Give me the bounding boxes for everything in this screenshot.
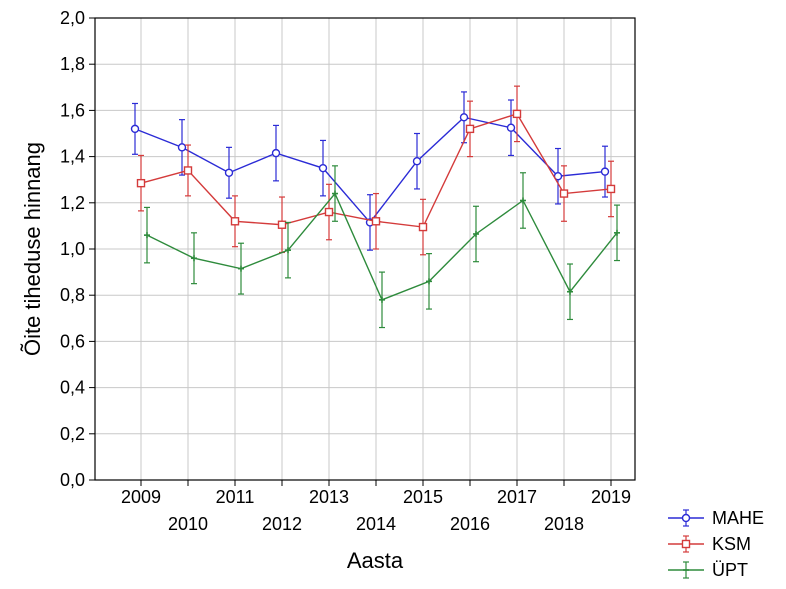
- data-point: [614, 229, 620, 236]
- data-point: [473, 230, 479, 237]
- data-point: [559, 189, 569, 198]
- y-tick-label: 2,0: [60, 8, 85, 28]
- series-üpt: [144, 165, 620, 329]
- data-point: [465, 124, 475, 134]
- y-tick-label: 1,8: [60, 54, 85, 74]
- data-point: [600, 167, 610, 176]
- y-tick-label: 0,8: [60, 285, 85, 305]
- data-point: [418, 222, 428, 232]
- y-tick-label: 1,0: [60, 239, 85, 259]
- y-tick-label: 0,6: [60, 331, 85, 351]
- series-layer: [130, 85, 620, 329]
- data-point: [130, 124, 140, 134]
- data-point: [371, 217, 381, 226]
- y-tick-label: 0,0: [60, 470, 85, 490]
- legend-item-ksm: KSM: [668, 534, 751, 554]
- data-point: [144, 232, 150, 239]
- x-axis-title: Aasta: [347, 548, 404, 573]
- data-point: [567, 288, 573, 295]
- legend-item-üpt: ÜPT: [668, 560, 748, 580]
- data-point: [506, 123, 516, 132]
- data-point: [285, 247, 291, 254]
- x-tick-label: 2011: [216, 487, 255, 507]
- data-point: [136, 178, 146, 188]
- legend: MAHE KSM ÜPT: [668, 508, 764, 580]
- x-axis: 2009 2010 2011 2012 2013 2014 2015 2016 2017 2018…: [121, 480, 631, 534]
- data-point: [520, 197, 526, 204]
- data-point: [512, 109, 522, 119]
- data-point: [332, 190, 338, 197]
- data-point: [324, 207, 334, 217]
- data-point: [426, 278, 432, 285]
- x-tick-label: 2019: [591, 487, 631, 507]
- y-axis: 0,0 0,2 0,4 0,6 0,8 1,0 1,2 1,4 1,6 1,8 2,0: [60, 8, 95, 490]
- legend-label: KSM: [712, 534, 751, 554]
- data-point: [379, 296, 385, 303]
- legend-marker: [681, 539, 691, 549]
- data-point: [606, 184, 616, 194]
- x-tick-label: 2012: [262, 514, 302, 534]
- data-point: [277, 220, 287, 229]
- y-tick-label: 0,2: [60, 424, 85, 444]
- series-mahe: [130, 91, 610, 251]
- y-axis-title: Õite tiheduse hinnang: [20, 142, 45, 356]
- x-tick-label: 2017: [497, 487, 537, 507]
- data-point: [224, 168, 234, 177]
- data-point: [412, 157, 422, 166]
- x-tick-label: 2010: [168, 514, 208, 534]
- legend-label: ÜPT: [712, 560, 748, 580]
- data-point: [238, 265, 244, 272]
- x-tick-label: 2018: [544, 514, 584, 534]
- y-tick-label: 0,4: [60, 378, 85, 398]
- data-point: [271, 148, 281, 158]
- data-point: [230, 217, 240, 226]
- x-tick-label: 2015: [403, 487, 443, 507]
- x-tick-label: 2014: [356, 514, 396, 534]
- legend-marker: [681, 513, 691, 523]
- data-point: [183, 166, 193, 175]
- x-tick-label: 2013: [309, 487, 349, 507]
- data-point: [318, 163, 328, 173]
- data-point: [191, 255, 197, 262]
- data-point: [459, 113, 469, 122]
- x-tick-label: 2009: [121, 487, 161, 507]
- series-ksm: [136, 85, 616, 256]
- y-tick-label: 1,4: [60, 147, 85, 167]
- y-tick-label: 1,6: [60, 100, 85, 120]
- data-point: [177, 143, 187, 152]
- legend-label: MAHE: [712, 508, 764, 528]
- legend-item-mahe: MAHE: [668, 508, 764, 528]
- x-tick-label: 2016: [450, 514, 490, 534]
- y-tick-label: 1,2: [60, 193, 85, 213]
